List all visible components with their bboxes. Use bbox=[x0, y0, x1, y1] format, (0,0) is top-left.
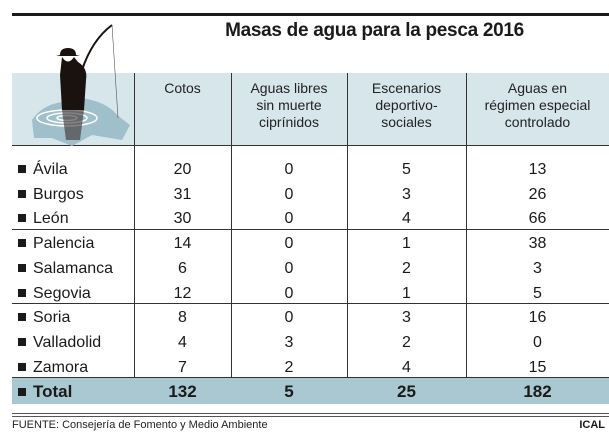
cell-value: 15 bbox=[528, 358, 547, 376]
table-row: Ávila 20 0 5 13 bbox=[12, 157, 609, 182]
cell-value: 132 bbox=[168, 382, 197, 401]
table-row: Segovia 12 0 1 5 bbox=[12, 281, 609, 306]
column-header: Escenarios deportivo- sociales bbox=[371, 80, 442, 130]
cell-value: 0 bbox=[284, 185, 294, 203]
cell-value: 3 bbox=[402, 309, 411, 327]
row-label: Total bbox=[18, 378, 72, 405]
cell-value: 2 bbox=[284, 358, 294, 376]
column-header: Aguas libres sin muerte ciprínidos bbox=[250, 80, 328, 130]
row-label: Palencia bbox=[18, 231, 94, 256]
total-row: Total 132 5 25 182 bbox=[12, 377, 609, 404]
cell-value: 14 bbox=[173, 235, 192, 253]
bullet-icon bbox=[18, 288, 26, 297]
row-name: Ávila bbox=[33, 161, 68, 178]
table-row: Burgos 31 0 3 26 bbox=[12, 182, 609, 207]
fisherman-illustration bbox=[32, 24, 130, 146]
table-row: Salamanca 6 0 2 3 bbox=[12, 256, 609, 281]
cell-value: 26 bbox=[528, 185, 547, 203]
bullet-icon bbox=[18, 189, 26, 198]
cell-value: 16 bbox=[528, 309, 547, 327]
column-header: Cotos bbox=[164, 80, 201, 96]
cell-value: 38 bbox=[528, 235, 547, 253]
bullet-icon bbox=[18, 313, 26, 322]
cell-value: 0 bbox=[284, 235, 294, 253]
cell-value: 25 bbox=[397, 382, 416, 401]
row-label: Burgos bbox=[18, 182, 84, 207]
cell-value: 0 bbox=[284, 210, 294, 228]
cell-value: 1 bbox=[402, 235, 411, 253]
cell-value: 2 bbox=[402, 333, 411, 351]
cell-value: 1 bbox=[402, 284, 411, 302]
row-label: Soria bbox=[18, 305, 70, 330]
source-note: FUENTE: Consejería de Fomento y Medio Am… bbox=[12, 419, 268, 431]
row-label: Valladolid bbox=[18, 330, 101, 355]
row-label: Segovia bbox=[18, 281, 91, 306]
row-name: León bbox=[33, 210, 69, 228]
cell-value: 2 bbox=[402, 259, 411, 277]
cell-value: 182 bbox=[523, 382, 552, 401]
top-rule bbox=[12, 13, 609, 16]
cell-value: 30 bbox=[173, 210, 192, 228]
table-row: Valladolid 4 3 2 0 bbox=[12, 330, 609, 355]
cell-value: 5 bbox=[533, 284, 542, 302]
row-name: Valladolid bbox=[33, 333, 102, 351]
cell-value: 0 bbox=[284, 309, 294, 327]
row-label: Ávila bbox=[18, 157, 68, 182]
cell-value: 8 bbox=[178, 309, 187, 327]
cell-value: 4 bbox=[402, 358, 411, 376]
column-header: Aguas en régimen especial controlado bbox=[484, 80, 591, 130]
cell-value: 4 bbox=[178, 333, 187, 351]
cell-value: 6 bbox=[178, 259, 187, 277]
cell-value: 3 bbox=[533, 259, 542, 277]
bullet-icon bbox=[18, 337, 26, 346]
row-name: Burgos bbox=[33, 185, 84, 203]
row-name: Soria bbox=[33, 309, 71, 327]
group-separator bbox=[12, 303, 609, 305]
cell-value: 4 bbox=[402, 210, 411, 228]
cell-value: 13 bbox=[528, 161, 547, 178]
table-row: Zamora 7 2 4 15 bbox=[12, 355, 609, 380]
row-label: Zamora bbox=[18, 355, 88, 380]
row-name: Palencia bbox=[33, 235, 95, 253]
cell-value: 3 bbox=[402, 185, 411, 203]
row-name: Segovia bbox=[33, 284, 91, 302]
bullet-icon bbox=[18, 165, 26, 173]
cell-value: 66 bbox=[528, 210, 547, 228]
cell-value: 12 bbox=[173, 284, 192, 302]
bullet-icon bbox=[18, 239, 26, 248]
cell-value: 31 bbox=[173, 185, 192, 203]
bullet-icon bbox=[18, 388, 26, 396]
cell-value: 5 bbox=[402, 161, 411, 178]
row-name: Salamanca bbox=[33, 259, 114, 277]
cell-value: 7 bbox=[178, 358, 187, 376]
column-divider bbox=[231, 73, 232, 402]
cell-value: 3 bbox=[284, 333, 294, 351]
column-divider bbox=[466, 73, 467, 402]
bullet-icon bbox=[18, 362, 26, 371]
row-name: Zamora bbox=[33, 358, 89, 376]
table-row: Palencia 14 0 1 38 bbox=[12, 231, 609, 256]
chart-title: Masas de agua para la pesca 2016 bbox=[225, 20, 524, 41]
bullet-icon bbox=[18, 214, 26, 223]
credit: ICAL bbox=[579, 419, 605, 431]
bullet-icon bbox=[18, 263, 26, 272]
cell-value: 0 bbox=[533, 333, 542, 351]
cell-value: 20 bbox=[173, 161, 192, 178]
cell-value: 0 bbox=[284, 284, 294, 302]
cell-value: 0 bbox=[284, 161, 294, 178]
row-label: León bbox=[18, 206, 69, 231]
table-row: León 30 0 4 66 bbox=[12, 206, 609, 231]
footer-rule bbox=[12, 413, 609, 417]
column-divider bbox=[347, 73, 348, 402]
cell-value: 5 bbox=[284, 382, 294, 401]
column-divider bbox=[134, 73, 135, 402]
group-separator bbox=[12, 229, 609, 231]
cell-value: 0 bbox=[284, 259, 294, 277]
table-row: Soria 8 0 3 16 bbox=[12, 305, 609, 330]
row-name: Total bbox=[33, 382, 73, 401]
row-label: Salamanca bbox=[18, 256, 113, 281]
